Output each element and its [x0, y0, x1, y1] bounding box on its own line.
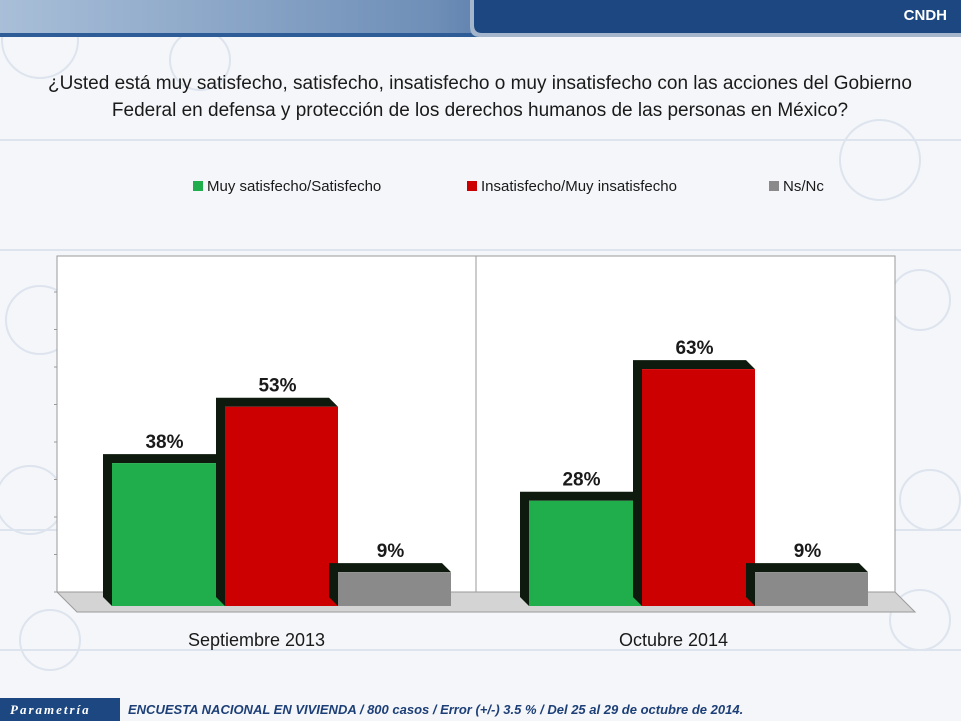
question-line-2: Federal en defensa y protección de los d…: [111, 100, 849, 121]
legend-swatch-green: [193, 180, 203, 191]
footer-text: ENCUESTA NACIONAL EN VIVIENDA / 800 caso…: [128, 702, 744, 717]
legend-swatch-red: [467, 180, 477, 191]
bar-2-1: [755, 572, 868, 606]
legend-item-nsnc: Ns/Nc: [769, 178, 824, 198]
legend-label-satisfecho: Muy satisfecho/Satisfecho: [207, 178, 382, 195]
legend: Muy satisfecho/Satisfecho Insatisfecho/M…: [0, 178, 961, 198]
data-label: 28%: [562, 470, 600, 491]
bar-2-0: [338, 572, 451, 606]
bar-0-1: [529, 500, 642, 606]
bar-1-0: [225, 406, 338, 606]
bar-0-0: [112, 463, 225, 606]
bar-shadow: [746, 563, 868, 606]
category-label: Octubre 2014: [619, 630, 728, 650]
data-label: 9%: [377, 541, 405, 562]
bar-shadow: [329, 563, 451, 606]
bar-1-1: [642, 369, 755, 606]
legend-label-nsnc: Ns/Nc: [783, 178, 824, 195]
legend-label-insatisfecho: Insatisfecho/Muy insatisfecho: [481, 178, 677, 195]
category-label: Septiembre 2013: [188, 630, 325, 650]
data-label: 9%: [794, 541, 822, 562]
category-labels-group: Septiembre 2013 Octubre 2014: [188, 630, 728, 650]
legend-item-satisfecho: Muy satisfecho/Satisfecho: [193, 178, 381, 198]
data-label: 38%: [145, 432, 183, 453]
footer-logo: Parametría: [0, 698, 120, 721]
bars-group: [103, 360, 868, 606]
legend-swatch-gray: [769, 180, 779, 191]
data-label: 63%: [675, 338, 713, 359]
header-curve: [470, 0, 961, 37]
client-label: CNDH: [903, 7, 947, 24]
data-label: 53%: [258, 376, 296, 397]
question-line-1: ¿Usted está muy satisfecho, satisfecho, …: [48, 73, 912, 94]
question-text: ¿Usted está muy satisfecho, satisfecho, …: [20, 70, 940, 124]
data-labels-group: 38% 53% 9% 28% 63% 9%: [145, 338, 821, 562]
legend-item-insatisfecho: Insatisfecho/Muy insatisfecho: [467, 178, 677, 198]
y-axis-ticks: [54, 291, 57, 593]
